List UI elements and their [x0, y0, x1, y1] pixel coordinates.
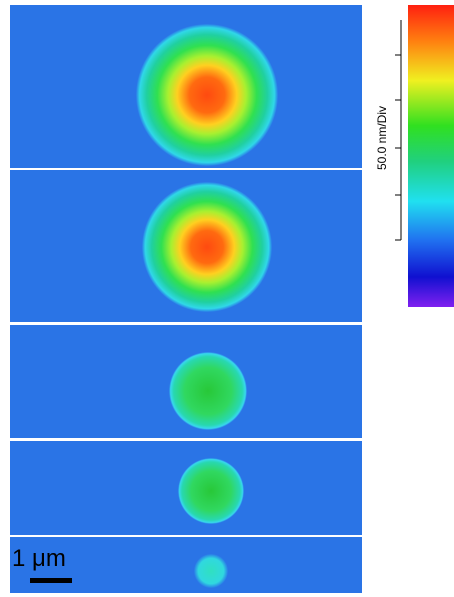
- dot: [136, 24, 278, 166]
- dot: [142, 182, 272, 312]
- panel: [10, 537, 362, 593]
- scale-bar-label: 1 μm: [12, 545, 66, 572]
- colorbar-label: 50.0 nm/Div: [375, 106, 389, 170]
- colorbar: 50.0 nm/Div: [375, 5, 454, 307]
- dot: [178, 458, 244, 524]
- scale-bar: [30, 578, 72, 583]
- panels: [10, 5, 362, 593]
- colorbar-gradient: [408, 5, 454, 307]
- dot: [169, 352, 247, 430]
- dot: [194, 554, 228, 588]
